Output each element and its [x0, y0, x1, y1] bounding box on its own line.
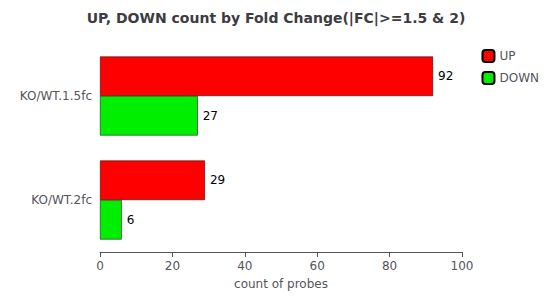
svg-text:UP: UP	[499, 49, 515, 63]
svg-text:60: 60	[310, 259, 325, 273]
svg-text:UP, DOWN count by Fold Change(: UP, DOWN count by Fold Change(|FC|>=1.5 …	[87, 10, 466, 27]
svg-text:0: 0	[96, 259, 104, 273]
svg-text:count of probes: count of probes	[234, 277, 328, 291]
svg-text:20: 20	[165, 259, 180, 273]
svg-text:40: 40	[237, 259, 252, 273]
svg-text:6: 6	[127, 213, 135, 227]
svg-text:DOWN: DOWN	[499, 71, 539, 85]
svg-text:27: 27	[203, 109, 218, 123]
svg-text:80: 80	[382, 259, 397, 273]
svg-text:KO/WT.1.5fc: KO/WT.1.5fc	[20, 89, 92, 103]
svg-text:100: 100	[451, 259, 474, 273]
svg-text:29: 29	[210, 173, 225, 187]
svg-text:KO/WT.2fc: KO/WT.2fc	[31, 193, 92, 207]
svg-text:92: 92	[438, 69, 453, 83]
